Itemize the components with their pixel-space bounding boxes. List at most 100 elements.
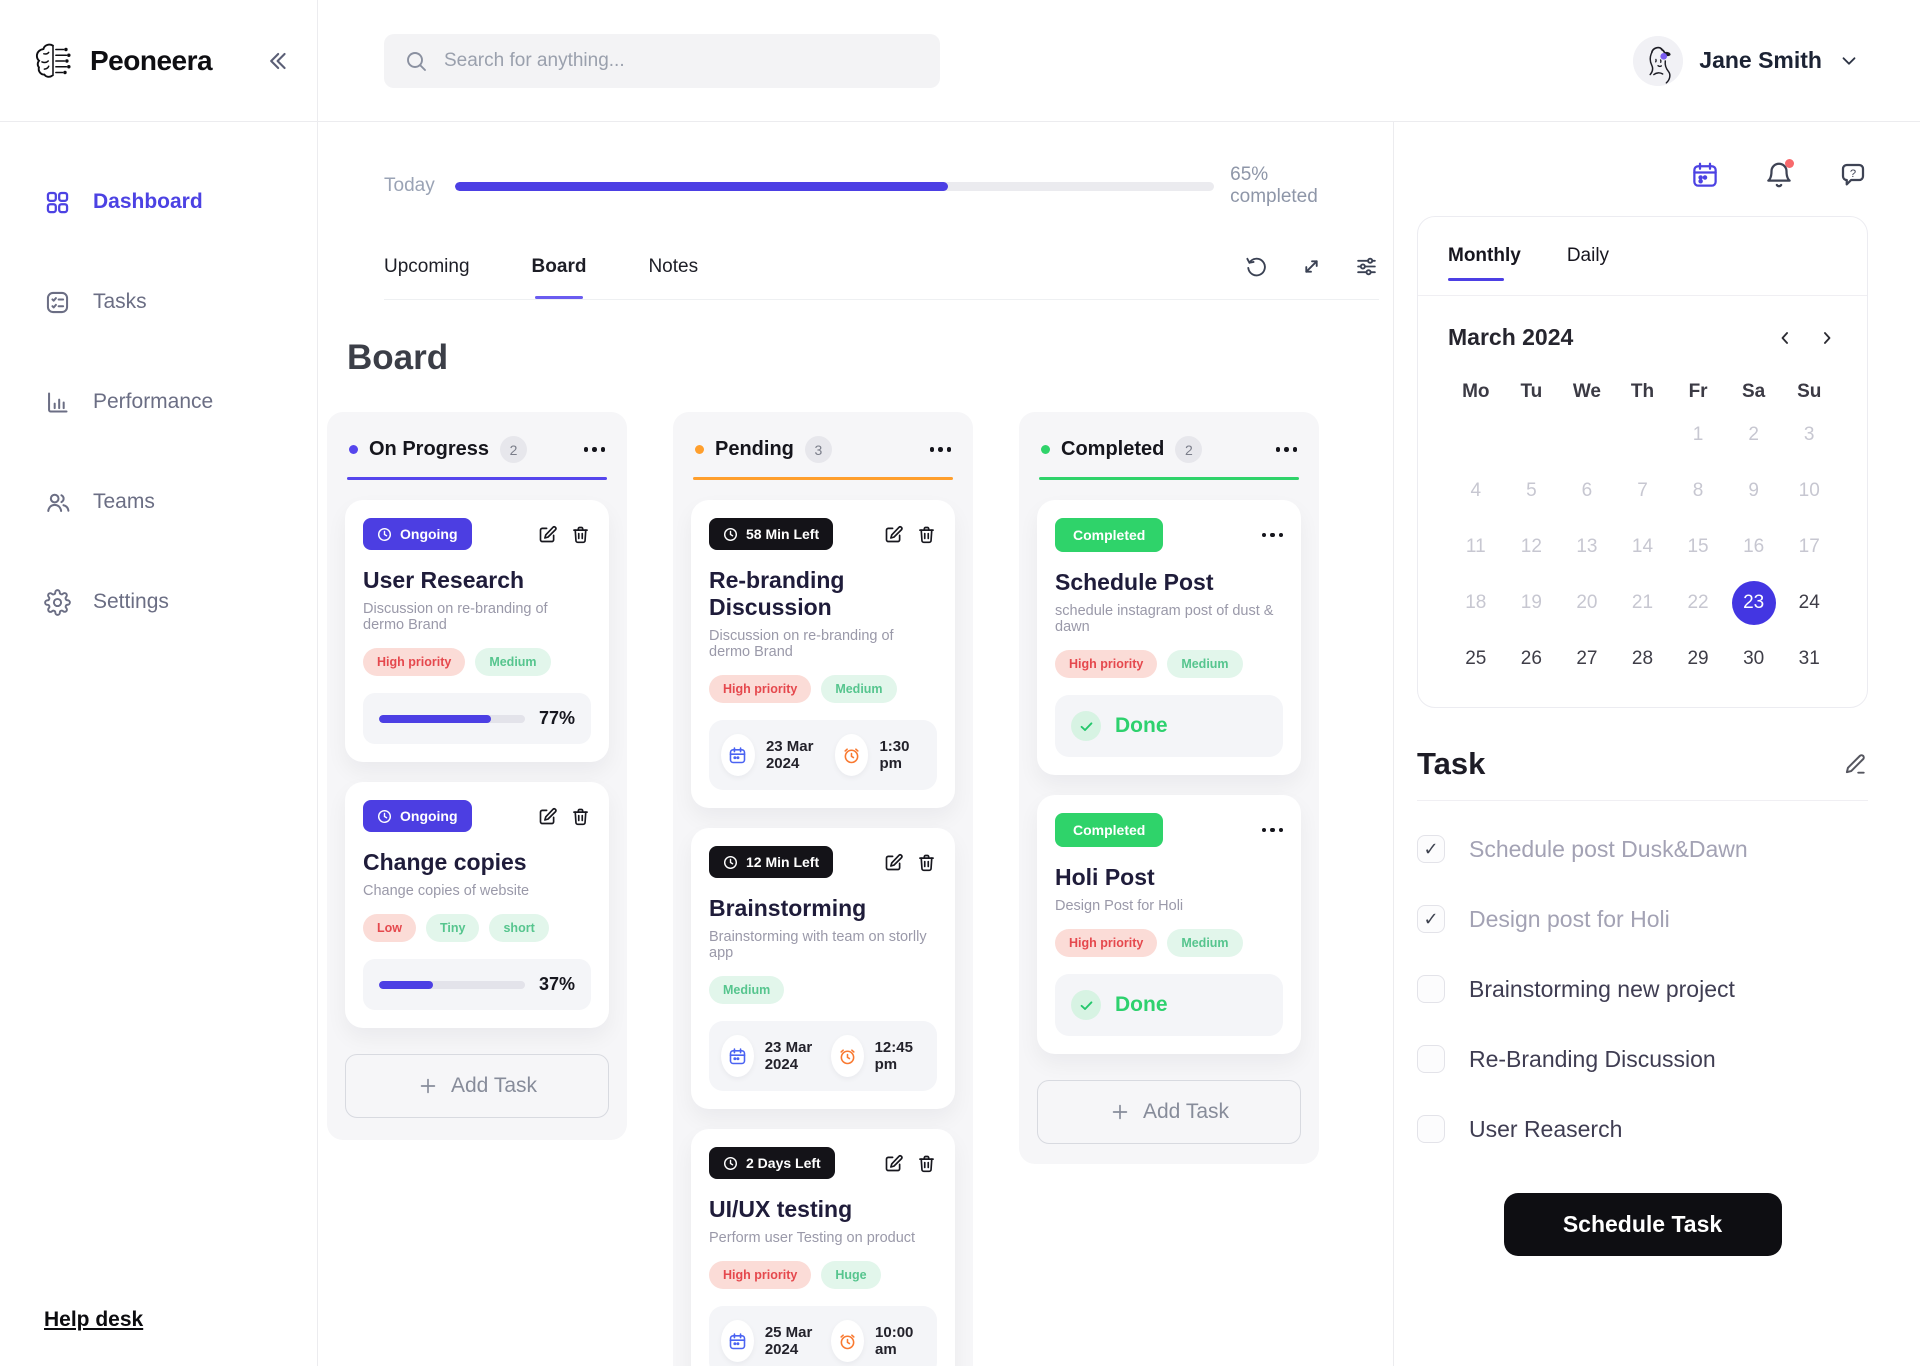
calendar-day-17[interactable]: 17 xyxy=(1798,536,1820,557)
task-card[interactable]: Completed Schedule Post schedule instagr… xyxy=(1037,500,1301,775)
user-menu[interactable]: Jane Smith xyxy=(1633,35,1860,86)
add-task-button[interactable]: Add Task xyxy=(1037,1080,1301,1144)
sidebar-item-performance[interactable]: Performance xyxy=(0,378,317,426)
calendar-day-1[interactable]: 1 xyxy=(1692,424,1704,445)
tab-board[interactable]: Board xyxy=(531,255,587,277)
checkbox-checked[interactable]: ✓ xyxy=(1417,905,1445,933)
checkbox-checked[interactable]: ✓ xyxy=(1417,835,1445,863)
calendar-day-4[interactable]: 4 xyxy=(1470,480,1482,501)
trash-icon[interactable] xyxy=(570,806,591,827)
task-card[interactable]: 2 Days Left xyxy=(691,1129,955,1366)
calendar-day-5[interactable]: 5 xyxy=(1526,480,1537,501)
calendar-days-grid: 1 2 3 4 5 6 7 8 9 10 11 12 13 14 15 16 17 18 19 20 21 22 23 24 2… xyxy=(1448,411,1837,683)
sidebar-item-tasks[interactable]: Tasks xyxy=(0,278,317,326)
trash-icon[interactable] xyxy=(570,524,591,545)
sidebar-item-settings[interactable]: Settings xyxy=(0,578,317,626)
task-card[interactable]: 58 Min Left xyxy=(691,500,955,808)
trash-icon[interactable] xyxy=(916,524,937,545)
calendar-day-13[interactable]: 13 xyxy=(1576,536,1598,557)
calendar-day-16[interactable]: 16 xyxy=(1743,536,1765,557)
sidebar-item-dashboard[interactable]: Dashboard xyxy=(0,178,317,226)
calendar-day-22[interactable]: 22 xyxy=(1687,592,1709,613)
edit-icon[interactable] xyxy=(883,1153,904,1174)
next-month-icon[interactable] xyxy=(1817,328,1837,348)
card-progress: 77% xyxy=(363,693,591,744)
calendar-day-2[interactable]: 2 xyxy=(1748,424,1759,445)
help-desk-link[interactable]: Help desk xyxy=(44,1308,144,1331)
calendar-day-20[interactable]: 20 xyxy=(1576,592,1598,613)
task-card[interactable]: Ongoing xyxy=(345,500,609,762)
kanban-board: On Progress 2 Ongoing xyxy=(327,412,1393,1366)
search-input[interactable] xyxy=(444,49,920,72)
calendar-day-30[interactable]: 30 xyxy=(1743,648,1765,669)
calendar-day-15[interactable]: 15 xyxy=(1687,536,1709,557)
calendar-day-27[interactable]: 27 xyxy=(1576,648,1598,669)
calendar-shortcut-icon[interactable] xyxy=(1690,160,1720,190)
tab-daily[interactable]: Daily xyxy=(1566,245,1610,266)
task-card[interactable]: Completed Holi Post Design Post for Holi… xyxy=(1037,795,1301,1054)
calendar-day-26[interactable]: 26 xyxy=(1520,648,1542,669)
calendar-day-25[interactable]: 25 xyxy=(1465,648,1487,669)
calendar-day-19[interactable]: 19 xyxy=(1520,592,1542,613)
card-menu-icon[interactable] xyxy=(1261,827,1283,833)
card-done-status: Done xyxy=(1055,974,1283,1036)
calendar-day-8[interactable]: 8 xyxy=(1692,480,1704,501)
calendar-day-23[interactable]: 23 xyxy=(1726,579,1782,627)
notifications-bell-icon[interactable] xyxy=(1764,159,1794,190)
refresh-icon[interactable] xyxy=(1244,254,1269,279)
chevron-down-icon xyxy=(1838,50,1860,72)
tab-notes[interactable]: Notes xyxy=(648,255,699,277)
filter-sliders-icon[interactable] xyxy=(1354,254,1379,279)
calendar-day-29[interactable]: 29 xyxy=(1687,648,1709,669)
calendar-day-31[interactable]: 31 xyxy=(1798,648,1820,669)
card-menu-icon[interactable] xyxy=(1261,532,1283,538)
calendar-day-21[interactable]: 21 xyxy=(1631,592,1654,613)
task-item-label: Re-Branding Discussion xyxy=(1469,1045,1716,1072)
column-count-badge: 2 xyxy=(500,436,528,463)
calendar-day-14[interactable]: 14 xyxy=(1631,536,1654,557)
tag-short: short xyxy=(489,914,549,942)
column-menu-icon[interactable] xyxy=(583,447,605,452)
calendar-day-6[interactable]: 6 xyxy=(1581,480,1593,501)
sidebar-item-teams[interactable]: Teams xyxy=(0,478,317,526)
calendar-day-3[interactable]: 3 xyxy=(1803,424,1815,445)
checkbox-unchecked[interactable] xyxy=(1417,975,1445,1003)
edit-icon[interactable] xyxy=(883,524,904,545)
calendar-day-12[interactable]: 12 xyxy=(1520,536,1542,557)
calendar-day-10[interactable]: 10 xyxy=(1798,480,1820,501)
expand-icon[interactable] xyxy=(1299,254,1324,279)
calendar-day-empty xyxy=(1559,411,1615,459)
help-icon[interactable]: ? xyxy=(1838,160,1868,190)
column-name: Completed xyxy=(1061,438,1165,460)
alarm-icon xyxy=(830,1035,864,1077)
weekday-mo: Mo xyxy=(1462,381,1490,402)
prev-month-icon[interactable] xyxy=(1775,328,1795,348)
calendar-day-empty xyxy=(1504,411,1560,459)
calendar-day-7[interactable]: 7 xyxy=(1637,480,1648,501)
column-menu-icon[interactable] xyxy=(1275,447,1297,452)
checkbox-unchecked[interactable] xyxy=(1417,1045,1445,1073)
edit-icon[interactable] xyxy=(883,852,904,873)
calendar-day-18[interactable]: 18 xyxy=(1465,592,1487,613)
calendar-icon xyxy=(721,1035,754,1077)
trash-icon[interactable] xyxy=(916,852,937,873)
task-card[interactable]: Ongoing xyxy=(345,782,609,1028)
calendar-day-11[interactable]: 11 xyxy=(1465,536,1486,557)
calendar-day-9[interactable]: 9 xyxy=(1748,480,1759,501)
tab-monthly[interactable]: Monthly xyxy=(1448,245,1521,281)
task-card[interactable]: 12 Min Left xyxy=(691,828,955,1109)
schedule-task-button[interactable]: Schedule Task xyxy=(1503,1193,1782,1256)
add-task-button[interactable]: Add Task xyxy=(345,1054,609,1118)
calendar-day-24[interactable]: 24 xyxy=(1798,592,1820,613)
tab-upcoming[interactable]: Upcoming xyxy=(384,255,470,277)
card-progress-fill xyxy=(379,714,492,723)
edit-icon[interactable] xyxy=(537,806,558,827)
checkbox-unchecked[interactable] xyxy=(1417,1115,1445,1143)
quick-icons: ? xyxy=(1417,159,1868,190)
edit-pencil-icon[interactable] xyxy=(1842,751,1868,777)
edit-icon[interactable] xyxy=(537,524,558,545)
trash-icon[interactable] xyxy=(916,1153,937,1174)
sidebar-collapse-icon[interactable] xyxy=(263,47,291,75)
column-menu-icon[interactable] xyxy=(929,447,951,452)
calendar-day-28[interactable]: 28 xyxy=(1631,648,1654,669)
